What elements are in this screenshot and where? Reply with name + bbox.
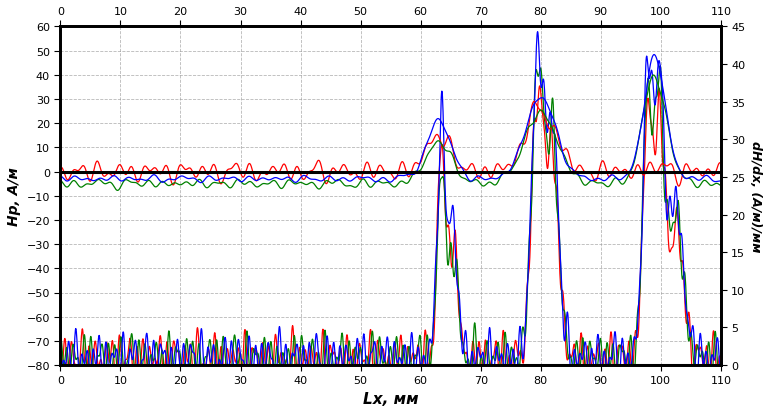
Y-axis label: dH/dx, (A/м)/мм: dH/dx, (A/м)/мм	[749, 141, 762, 252]
Y-axis label: Hp, A/м: Hp, A/м	[7, 167, 21, 225]
X-axis label: Lx, мм: Lx, мм	[363, 391, 418, 406]
